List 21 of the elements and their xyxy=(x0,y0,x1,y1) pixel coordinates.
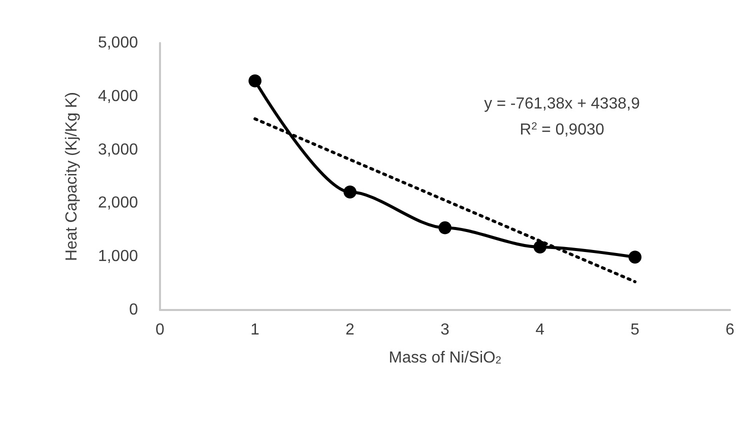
x-tick-label: 3 xyxy=(440,322,450,338)
annotation: y = -761,38x + 4338,9 xyxy=(484,96,640,112)
x-tick-label: 1 xyxy=(250,322,260,338)
y-axis-title: Heat Capacity (Kj/Kg K) xyxy=(64,92,80,261)
x-axis-title: Mass of Ni/SiO2 xyxy=(388,350,502,366)
point xyxy=(438,221,452,234)
y-tick-label: 2,000 xyxy=(98,194,138,212)
x-tick-label: 4 xyxy=(536,322,545,338)
x-tick-label: 0 xyxy=(156,322,165,338)
y-tick-label: 5,000 xyxy=(98,34,138,52)
x-tick-label: 5 xyxy=(630,322,640,338)
point xyxy=(344,185,356,198)
x-tick-label: 2 xyxy=(346,322,355,338)
point xyxy=(534,240,546,254)
y-tick-label: 1,000 xyxy=(98,248,138,266)
y-tick-label: 0 xyxy=(129,302,138,318)
y-tick-label: 4,000 xyxy=(98,88,138,105)
point xyxy=(248,74,262,88)
x-tick-label: 6 xyxy=(726,322,735,338)
point xyxy=(628,250,642,264)
y-tick-label: 3,000 xyxy=(98,141,138,158)
